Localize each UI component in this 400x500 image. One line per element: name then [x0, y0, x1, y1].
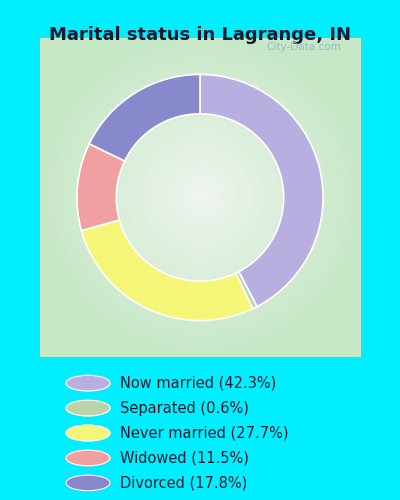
Circle shape — [66, 376, 110, 391]
Text: Marital status in Lagrange, IN: Marital status in Lagrange, IN — [49, 26, 351, 44]
Wedge shape — [82, 220, 253, 320]
Text: Now married (42.3%): Now married (42.3%) — [120, 376, 276, 390]
Circle shape — [66, 425, 110, 441]
Circle shape — [66, 475, 110, 490]
Wedge shape — [200, 74, 323, 306]
Text: Divorced (17.8%): Divorced (17.8%) — [120, 476, 247, 490]
Wedge shape — [77, 144, 125, 231]
Text: Separated (0.6%): Separated (0.6%) — [120, 400, 249, 415]
Text: City-Data.com: City-Data.com — [267, 42, 341, 52]
Text: Never married (27.7%): Never married (27.7%) — [120, 426, 288, 440]
Circle shape — [66, 400, 110, 416]
Text: Widowed (11.5%): Widowed (11.5%) — [120, 450, 249, 466]
Wedge shape — [236, 272, 257, 308]
Wedge shape — [89, 74, 200, 161]
Circle shape — [66, 450, 110, 466]
